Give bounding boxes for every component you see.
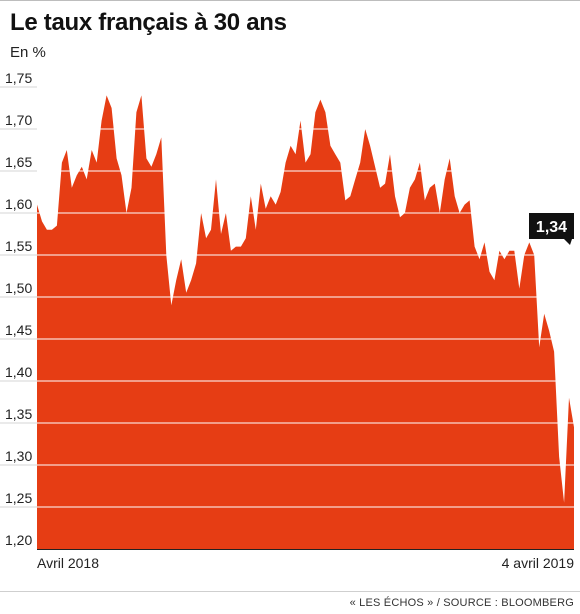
y-tick-label: 1,65 <box>5 154 32 170</box>
x-tick-label-start: Avril 2018 <box>37 555 99 571</box>
x-axis-ticks: Avril 2018 4 avril 2019 <box>37 555 574 571</box>
y-tick-label: 1,70 <box>5 112 32 128</box>
source-credit: « LES ÉCHOS » / SOURCE : BLOOMBERG <box>349 597 574 609</box>
y-tick-label: 1,35 <box>5 406 32 422</box>
y-tick-label: 1,75 <box>5 70 32 86</box>
callout-box <box>529 213 574 239</box>
y-unit-label: En % <box>10 44 46 61</box>
y-tick-label: 1,40 <box>5 364 32 380</box>
y-tick-label: 1,45 <box>5 322 32 338</box>
y-tick-label: 1,50 <box>5 280 32 296</box>
callout-pointer <box>564 239 572 245</box>
y-tick-label: 1,60 <box>5 196 32 212</box>
chart-title: Le taux français à 30 ans <box>10 9 287 36</box>
bottom-rule <box>0 591 580 592</box>
y-axis-ticks: 1,20 1,25 1,30 1,35 1,40 1,45 1,50 1,55 1,60 1,65… <box>5 70 32 548</box>
gridlines <box>0 86 578 508</box>
y-tick-label: 1,30 <box>5 448 32 464</box>
x-tick-label-end: 4 avril 2019 <box>502 555 575 571</box>
last-value-label: 1,34 <box>536 219 567 236</box>
area-series <box>37 95 574 550</box>
y-tick-label: 1,55 <box>5 238 32 254</box>
y-tick-label: 1,25 <box>5 490 32 506</box>
y-tick-label: 1,20 <box>5 532 32 548</box>
top-rule <box>0 0 580 1</box>
last-value-callout: 1,34 <box>529 213 574 245</box>
